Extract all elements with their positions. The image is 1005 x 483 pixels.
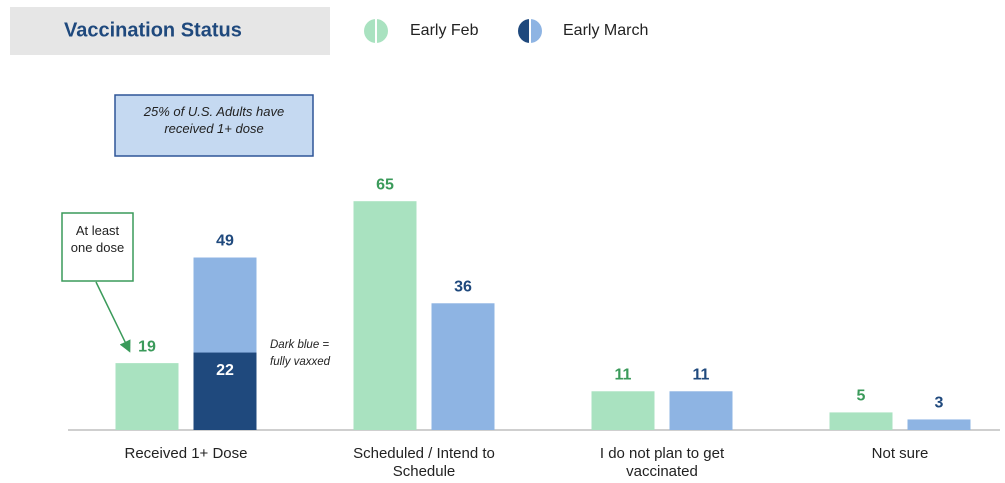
value-label: 11 — [615, 366, 632, 383]
legend-swatch — [530, 19, 542, 43]
value-label: 19 — [138, 338, 156, 355]
x-tick-label: Scheduled / Intend to Schedule — [353, 445, 495, 480]
bar — [829, 412, 893, 430]
x-tick-label: Received 1+ Dose — [124, 445, 248, 462]
value-label: 22 — [216, 362, 234, 379]
callout-arrow — [95, 281, 131, 353]
legend-label: Early March — [563, 22, 648, 39]
title-box — [10, 7, 330, 55]
bar — [431, 303, 495, 430]
callout-box — [61, 212, 134, 282]
legend-label: Early Feb — [410, 22, 479, 39]
value-label: 49 — [216, 233, 234, 250]
value-label: 3 — [935, 395, 944, 412]
bar — [669, 391, 733, 430]
callout: At least one dose — [70, 223, 125, 255]
x-tick-label: I do not plan to get vaccinated — [599, 445, 725, 480]
value-label: 36 — [454, 278, 472, 295]
key-note: Dark blue = fully vaxxed — [270, 339, 331, 368]
note: 25% of U.S. Adults have received 1+ dose — [143, 104, 285, 136]
value-label: 65 — [376, 176, 394, 193]
value-label: 5 — [857, 388, 866, 405]
legend-swatch — [518, 19, 530, 43]
bar — [907, 419, 971, 430]
bar — [353, 201, 417, 430]
note-box — [114, 94, 314, 157]
value-label: 11 — [693, 366, 710, 383]
bar — [115, 363, 179, 430]
bar — [591, 391, 655, 430]
chart-title: Vaccination Status — [64, 19, 242, 41]
legend-swatch — [364, 19, 376, 43]
legend-swatch — [376, 19, 388, 43]
x-tick-label: Not sure — [871, 445, 929, 462]
bar-fully-vaxxed — [193, 352, 257, 430]
